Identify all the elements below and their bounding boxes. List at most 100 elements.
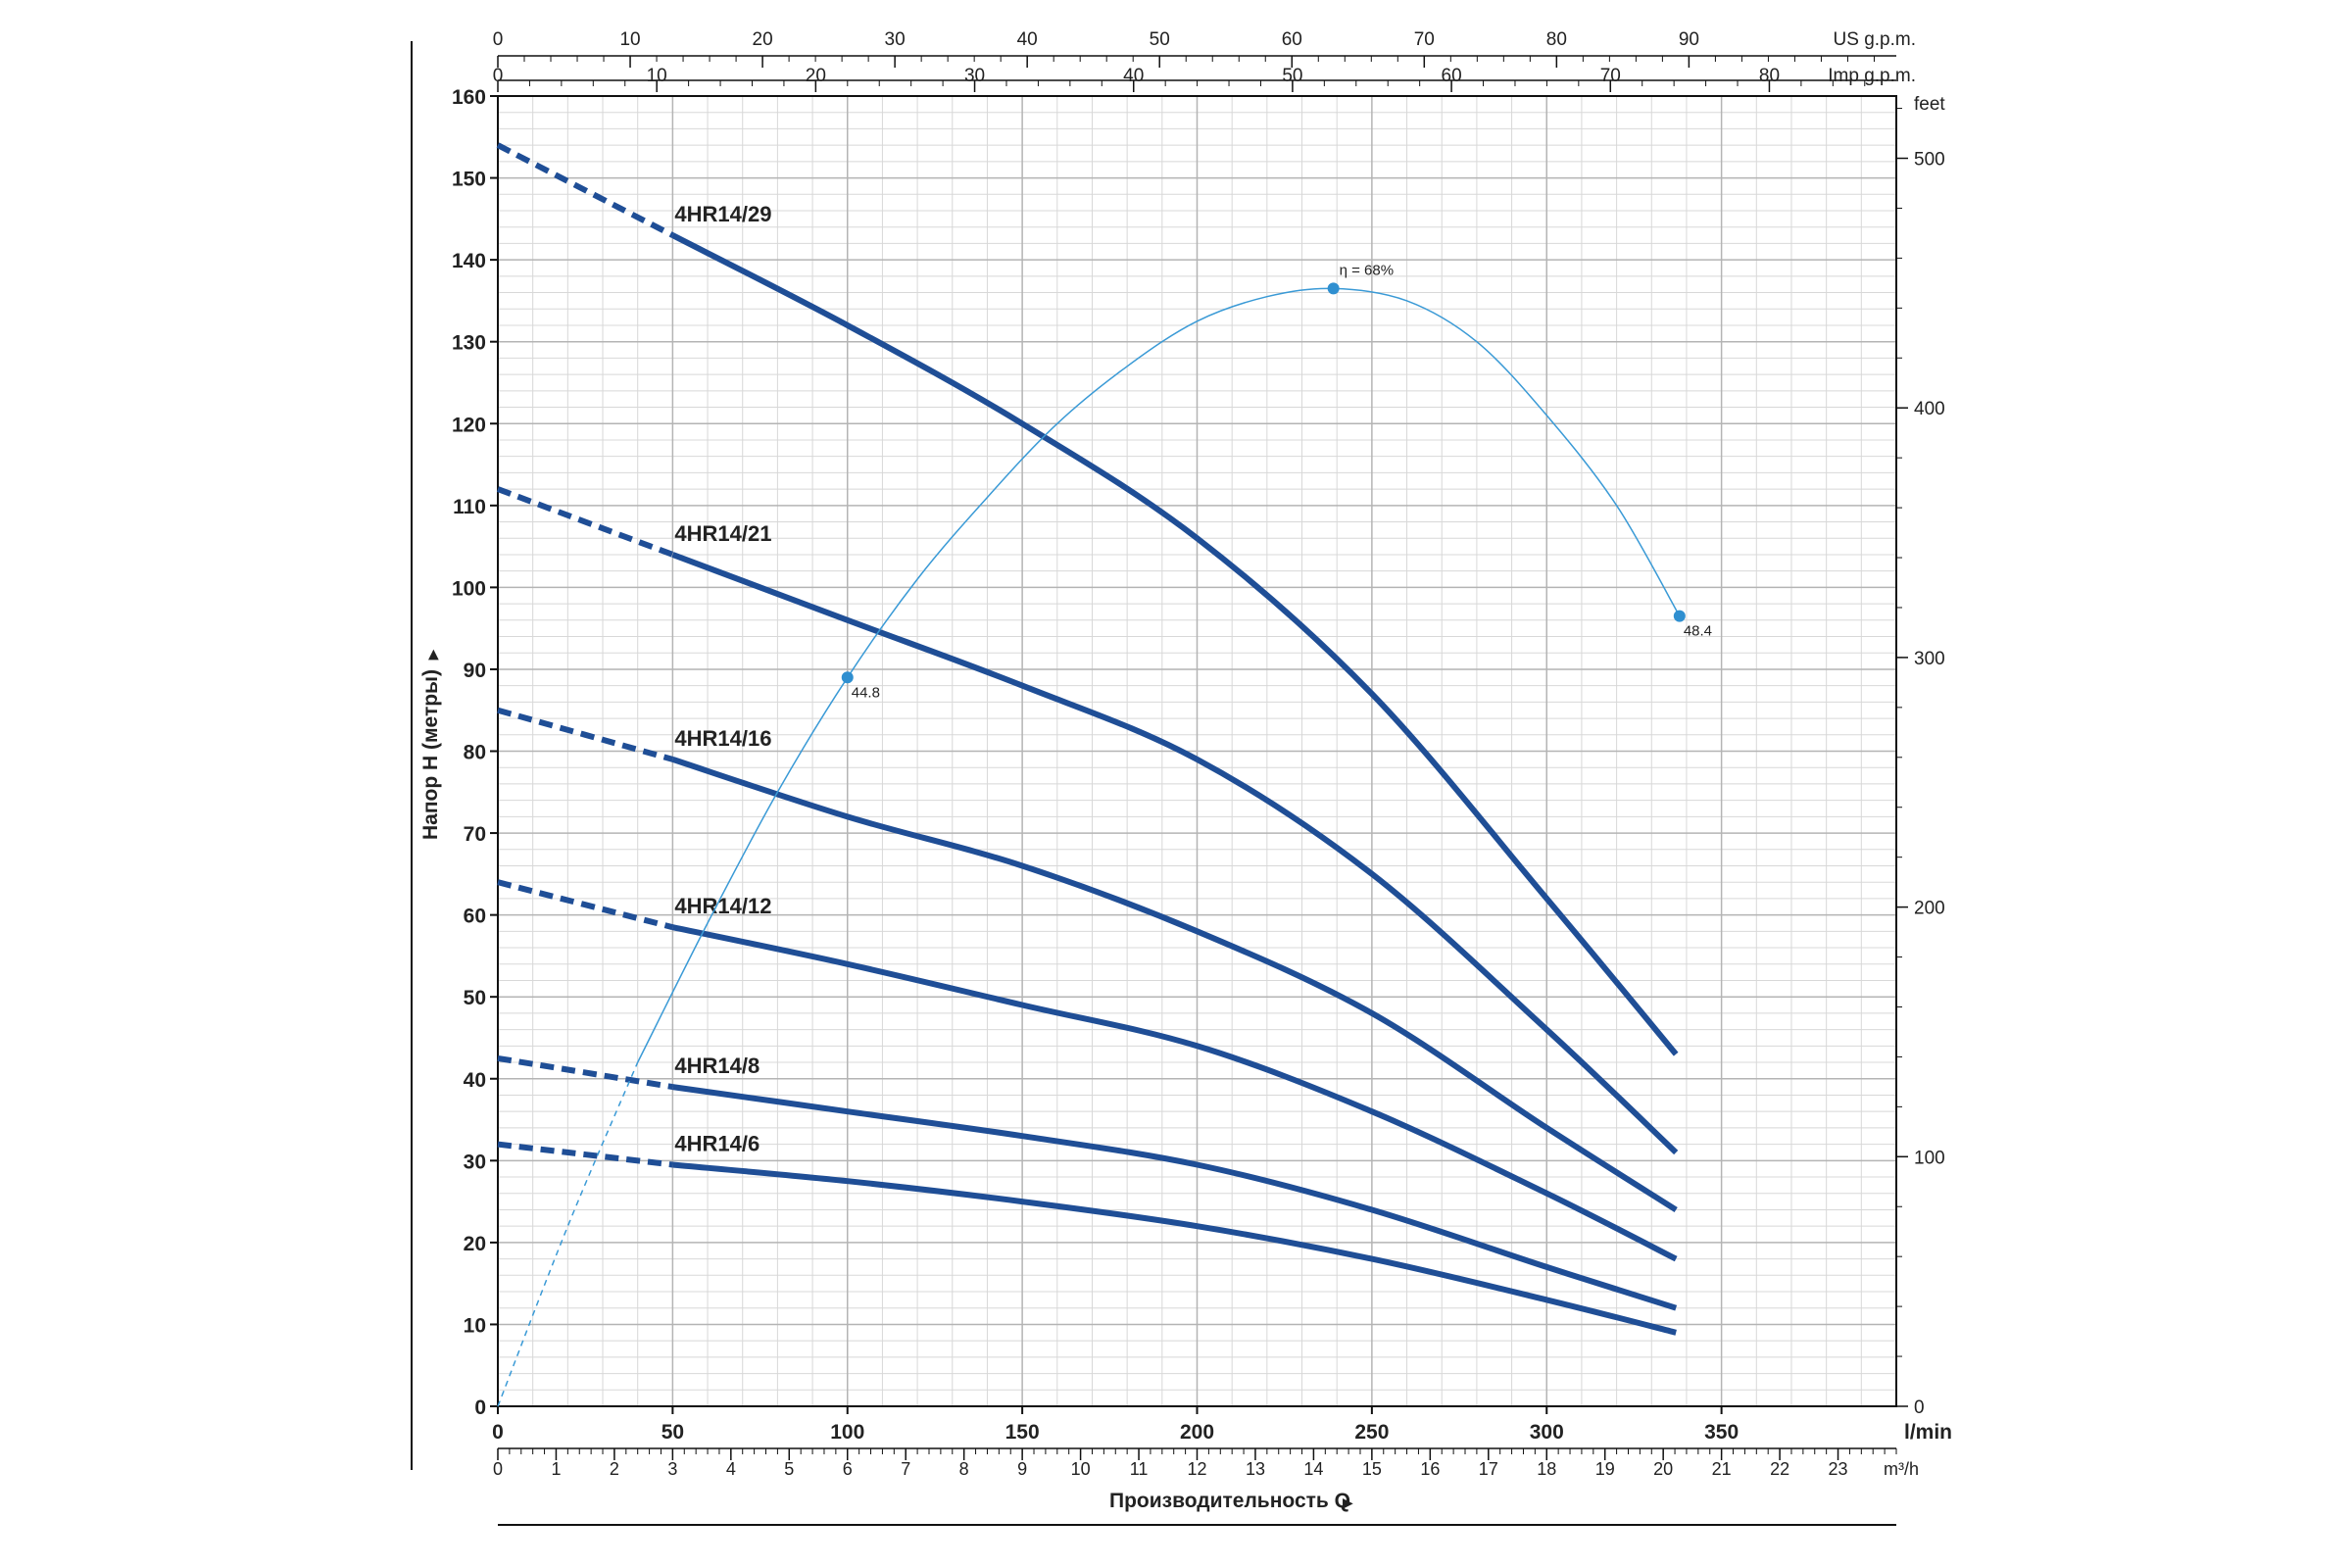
y-tick-label: 90 — [464, 660, 486, 682]
x-tick-label: 300 — [1530, 1421, 1564, 1444]
series-label: 4HR14/6 — [674, 1131, 760, 1155]
us-gpm-tick-label: 40 — [1017, 29, 1038, 50]
axes: 0102030405060708090100110120130140150160… — [452, 29, 1952, 1479]
y-tick-label: 150 — [452, 169, 486, 191]
imp-gpm-tick-label: 70 — [1600, 66, 1621, 86]
y-tick-label: 10 — [464, 1314, 486, 1337]
x-tick-label: 250 — [1354, 1421, 1389, 1444]
feet-unit-label: feet — [1914, 94, 1945, 115]
m3h-tick-label: 12 — [1187, 1459, 1206, 1479]
us-gpm-tick-label: 0 — [493, 29, 504, 50]
m3h-tick-label: 18 — [1537, 1459, 1556, 1479]
curve-4HR14/8 — [671, 1084, 1678, 1311]
m3h-tick-label: 3 — [667, 1459, 677, 1479]
efficiency-point-label: η = 68% — [1340, 262, 1394, 278]
curve-dashed-4HR14/21 — [496, 486, 674, 558]
m3h-tick-label: 1 — [551, 1459, 561, 1479]
x-tick-label: 100 — [830, 1421, 864, 1444]
curve-4HR14/21 — [671, 552, 1679, 1155]
imp-gpm-tick-label: 20 — [806, 66, 826, 86]
y-tick-label: 30 — [464, 1151, 486, 1173]
m3h-tick-label: 4 — [726, 1459, 736, 1479]
imp-gpm-tick-label: 0 — [493, 66, 504, 86]
curve-4HR14/16 — [671, 757, 1678, 1213]
m3h-unit-label: m³/h — [1884, 1459, 1919, 1479]
efficiency-curve-dashed — [497, 1061, 639, 1407]
us-gpm-tick-label: 90 — [1679, 29, 1699, 50]
feet-tick-label: 300 — [1914, 649, 1945, 669]
x-unit-label: l/min — [1904, 1421, 1952, 1444]
m3h-tick-label: 10 — [1071, 1459, 1091, 1479]
m3h-tick-label: 22 — [1770, 1459, 1789, 1479]
feet-tick-label: 200 — [1914, 899, 1945, 919]
y-tick-label: 160 — [452, 86, 486, 109]
m3h-tick-label: 17 — [1479, 1459, 1498, 1479]
y-axis-label: Напор H (метры) — [419, 669, 442, 840]
curve-dashed-4HR14/8 — [497, 1054, 673, 1091]
efficiency-point-label: 48.4 — [1684, 623, 1712, 640]
x-tick-label: 350 — [1704, 1421, 1739, 1444]
m3h-tick-label: 8 — [959, 1459, 969, 1479]
x-tick-label: 150 — [1005, 1421, 1040, 1444]
x-tick-label: 50 — [662, 1421, 684, 1444]
imp-gpm-tick-label: 50 — [1282, 66, 1302, 86]
imp-gpm-tick-label: 10 — [647, 66, 667, 86]
y-tick-label: 70 — [464, 823, 486, 846]
m3h-tick-label: 9 — [1017, 1459, 1027, 1479]
y-tick-label: 130 — [452, 332, 486, 355]
curve-4HR14/6 — [672, 1161, 1677, 1336]
curve-dashed-4HR14/12 — [497, 879, 674, 931]
imp-gpm-tick-label: 30 — [964, 66, 985, 86]
feet-tick-label: 400 — [1914, 399, 1945, 419]
m3h-tick-label: 14 — [1303, 1459, 1323, 1479]
y-tick-label: 80 — [464, 742, 486, 764]
series-label: 4HR14/29 — [674, 202, 771, 226]
series-layer: 4HR14/29 4HR14/21 4HR14/16 4HR14/12 4HR14/8 4… — [496, 142, 1679, 1336]
m3h-tick-label: 5 — [784, 1459, 794, 1479]
x-tick-label: 0 — [492, 1421, 504, 1444]
m3h-tick-label: 6 — [843, 1459, 853, 1479]
efficiency-point-label: 44.8 — [852, 684, 880, 701]
curve-4HR14/29 — [671, 232, 1679, 1056]
us-gpm-unit-label: US g.p.m. — [1834, 29, 1916, 50]
us-gpm-tick-label: 10 — [619, 29, 640, 50]
y-tick-label: 100 — [452, 577, 486, 600]
series-label: 4HR14/21 — [674, 521, 771, 546]
m3h-tick-label: 15 — [1362, 1459, 1382, 1479]
efficiency-point — [841, 671, 854, 684]
y-tick-label: 60 — [464, 906, 486, 928]
m3h-tick-label: 20 — [1653, 1459, 1673, 1479]
feet-tick-label: 500 — [1914, 150, 1945, 171]
m3h-tick-label: 19 — [1595, 1459, 1615, 1479]
m3h-tick-label: 7 — [901, 1459, 910, 1479]
curve-dashed-4HR14/29 — [496, 142, 674, 238]
x-axis-label: Производительность Q — [1109, 1490, 1350, 1512]
m3h-tick-label: 23 — [1829, 1459, 1848, 1479]
efficiency-curve — [637, 287, 1681, 1063]
m3h-tick-label: 13 — [1246, 1459, 1265, 1479]
m3h-tick-label: 11 — [1130, 1459, 1149, 1479]
us-gpm-tick-label: 80 — [1546, 29, 1567, 50]
imp-gpm-tick-label: 80 — [1759, 66, 1780, 86]
us-gpm-tick-label: 20 — [753, 29, 773, 50]
us-gpm-tick-label: 70 — [1414, 29, 1435, 50]
y-tick-label: 40 — [464, 1069, 486, 1092]
x-tick-label: 200 — [1180, 1421, 1214, 1444]
us-gpm-tick-label: 30 — [885, 29, 906, 50]
y-tick-label: 50 — [464, 987, 486, 1009]
us-gpm-tick-label: 60 — [1282, 29, 1302, 50]
y-tick-label: 20 — [464, 1233, 486, 1255]
series-label: 4HR14/16 — [674, 726, 771, 751]
m3h-tick-label: 0 — [493, 1459, 503, 1479]
efficiency-point — [1327, 282, 1340, 295]
efficiency-point — [1673, 610, 1686, 622]
series-label: 4HR14/12 — [674, 894, 771, 918]
series-label: 4HR14/8 — [674, 1054, 760, 1078]
y-tick-label: 110 — [453, 496, 486, 518]
curve-4HR14/12 — [671, 924, 1678, 1262]
y-tick-label: 140 — [452, 250, 486, 272]
curve-dashed-4HR14/6 — [497, 1141, 673, 1168]
efficiency-layer: 44.8 η = 68% 48.4 — [497, 262, 1712, 1407]
feet-tick-label: 0 — [1914, 1397, 1925, 1418]
